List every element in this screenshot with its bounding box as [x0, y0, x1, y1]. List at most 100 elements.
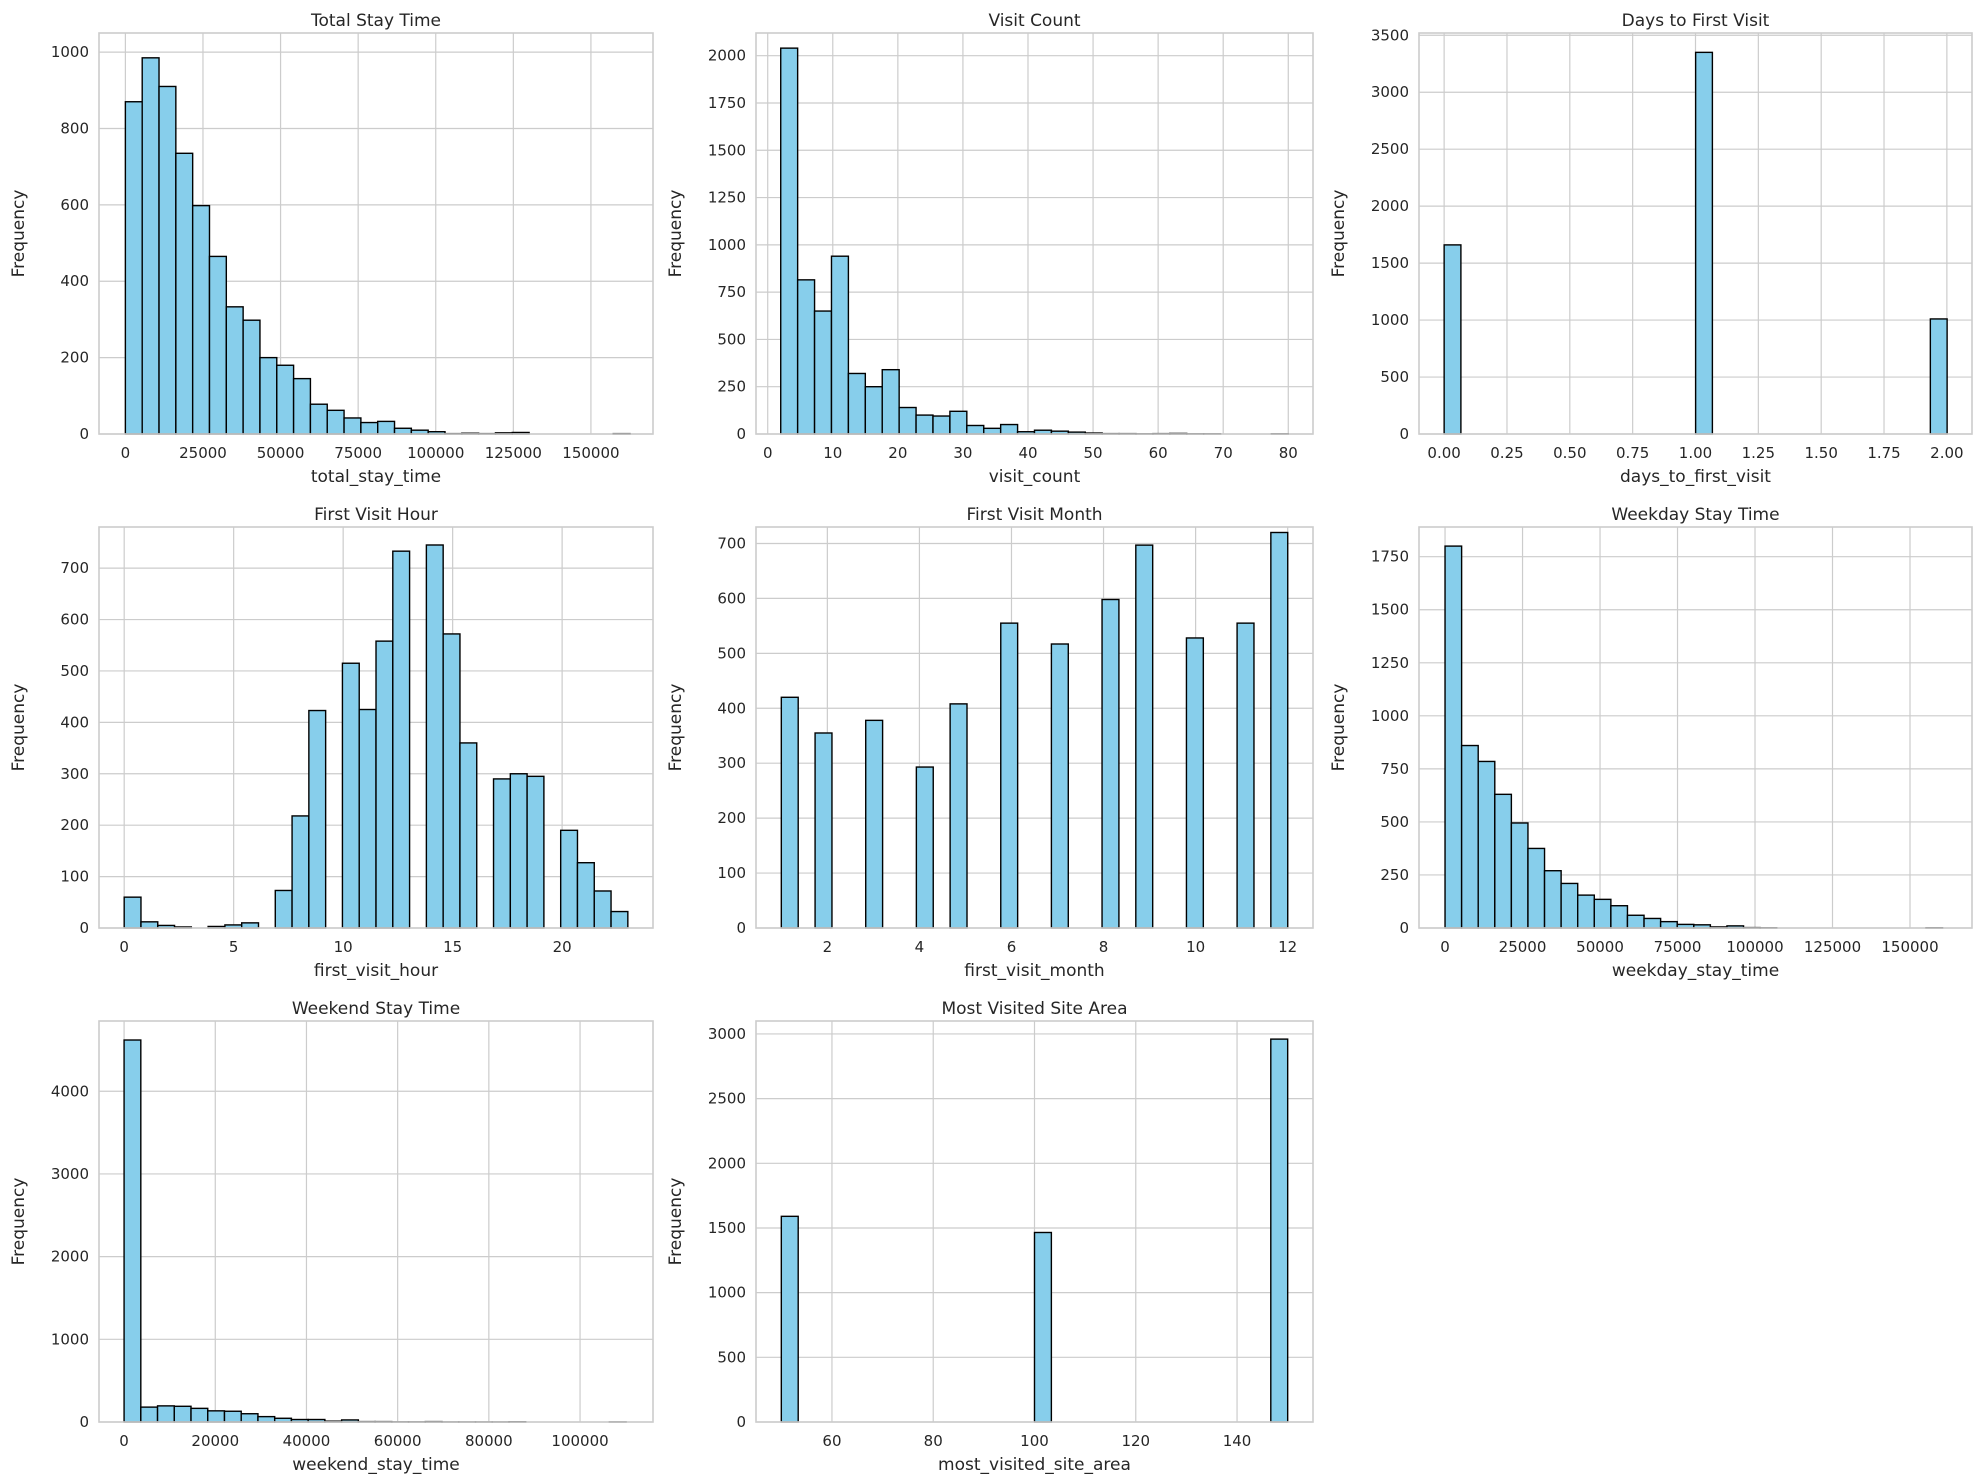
histogram-bar [796, 279, 816, 435]
x-tick-label: 60 [1149, 444, 1168, 462]
histogram-bar [140, 1406, 159, 1423]
subplot-6: 0 25000 50000 75000 100000 125000 150000 0 250 50… [1329, 505, 1973, 981]
x-tick-label: 10 [823, 444, 842, 462]
histogram-bar [559, 829, 579, 929]
y-tick-label: 4000 [51, 1082, 89, 1100]
y-tick-label: 1500 [708, 141, 746, 159]
histogram-bar [375, 640, 394, 929]
histogram-bar [932, 415, 951, 435]
histogram-bar [158, 85, 177, 435]
histogram-bar [1494, 793, 1513, 929]
y-tick-label: 3000 [1371, 83, 1409, 101]
x-axis-label: weekend_stay_time [292, 1455, 460, 1475]
histogram-bar [915, 766, 934, 929]
histogram-bar [1033, 1231, 1053, 1423]
y-tick-label: 400 [717, 699, 746, 717]
x-axis-label: visit_count [989, 467, 1081, 487]
y-tick-label: 400 [60, 713, 89, 731]
x-tick-label: 0.75 [1616, 444, 1649, 462]
histogram-bar [140, 921, 159, 929]
x-tick-label: 6 [1007, 938, 1017, 956]
y-tick-label: 0 [79, 425, 89, 443]
y-tick-label: 500 [717, 1348, 746, 1366]
y-tick-label: 200 [60, 816, 89, 834]
axes-frame [98, 32, 654, 435]
y-tick-label: 750 [717, 283, 746, 301]
y-tick-label: 500 [717, 644, 746, 662]
y-axis-label: Frequency [666, 190, 686, 278]
x-tick-label: 2.00 [1930, 444, 1963, 462]
y-tick-label: 250 [1380, 866, 1409, 884]
x-axis-label: total_stay_time [311, 467, 441, 487]
histogram-bar [240, 1413, 259, 1423]
x-tick-label: 75000 [1654, 938, 1702, 956]
histogram-bar [190, 1407, 209, 1423]
histogram-bar [291, 815, 310, 929]
histogram-bar [1577, 894, 1595, 929]
x-tick-label: 20000 [191, 1432, 239, 1450]
subplot-title: Weekend Stay Time [292, 999, 460, 1019]
x-tick-label: 20 [553, 938, 572, 956]
histogram-bar [309, 403, 328, 435]
histogram-bar [377, 420, 396, 435]
x-tick-label: 5 [229, 938, 239, 956]
histogram-bar [814, 732, 833, 929]
histogram-bar [1694, 51, 1714, 435]
histogram-bar [1593, 898, 1612, 929]
x-axis-label: first_visit_month [964, 961, 1104, 981]
histogram-bar [259, 356, 278, 435]
x-tick-label: 80000 [465, 1432, 513, 1450]
x-tick-label: 60000 [374, 1432, 422, 1450]
axes-frame [755, 32, 1314, 435]
histogram-bar [1643, 917, 1662, 929]
histogram-bar [864, 386, 883, 435]
y-tick-label: 400 [60, 272, 89, 290]
x-tick-label: 10 [334, 938, 353, 956]
x-tick-label: 80 [924, 1432, 943, 1450]
y-tick-label: 1250 [1371, 654, 1409, 672]
y-tick-label: 0 [1399, 919, 1409, 937]
histogram-bar [1000, 622, 1019, 929]
subplot-title: Days to First Visit [1622, 11, 1770, 31]
histogram-bar [442, 633, 461, 929]
histogram-bar [1185, 637, 1205, 929]
x-tick-label: 125000 [1804, 938, 1861, 956]
y-tick-label: 700 [717, 534, 746, 552]
y-tick-label: 200 [60, 349, 89, 367]
histogram-bar [242, 319, 261, 435]
y-tick-label: 800 [60, 119, 89, 137]
histogram-bar [1443, 244, 1462, 435]
y-tick-label: 1000 [1371, 707, 1409, 725]
subplot-title: First Visit Hour [314, 505, 438, 525]
x-tick-label: 2 [823, 938, 833, 956]
subplot-1: 0 25000 50000 75000 100000 125000 150000 0 200 40… [9, 11, 654, 487]
x-tick-label: 100000 [407, 444, 464, 462]
y-tick-label: 3500 [1371, 26, 1409, 44]
y-axis-label: Frequency [1329, 190, 1349, 278]
x-tick-label: 0.50 [1553, 444, 1586, 462]
subplot-title: Visit Count [988, 11, 1080, 31]
y-tick-label: 250 [717, 378, 746, 396]
histogram-bar [898, 406, 917, 435]
y-axis-label: Frequency [666, 684, 686, 772]
subplot-5: 2 4 6 8 10 12 0 100 200 300 400 500 600 700 First Visi… [666, 505, 1314, 981]
histogram-bar [274, 889, 293, 929]
histogram-bar [1050, 643, 1069, 929]
x-axis-label: weekday_stay_time [1612, 961, 1779, 981]
y-axis-label: Frequency [9, 190, 29, 278]
axes-frame [98, 1020, 654, 1423]
histogram-bar [207, 1410, 226, 1423]
subplot-7: 0 20000 40000 60000 80000 100000 0 1000 2000 3000… [9, 999, 654, 1475]
y-tick-label: 750 [1380, 760, 1409, 778]
x-tick-label: 12 [1278, 938, 1297, 956]
histogram-bar [123, 896, 142, 929]
y-tick-label: 200 [717, 809, 746, 827]
y-axis-label: Frequency [666, 1178, 686, 1266]
y-tick-label: 1000 [708, 1284, 746, 1302]
y-tick-label: 1500 [708, 1219, 746, 1237]
y-tick-label: 500 [60, 662, 89, 680]
y-tick-label: 500 [1380, 368, 1409, 386]
histogram-bar [915, 414, 934, 435]
x-tick-label: 1.50 [1804, 444, 1837, 462]
y-tick-label: 1000 [51, 43, 89, 61]
